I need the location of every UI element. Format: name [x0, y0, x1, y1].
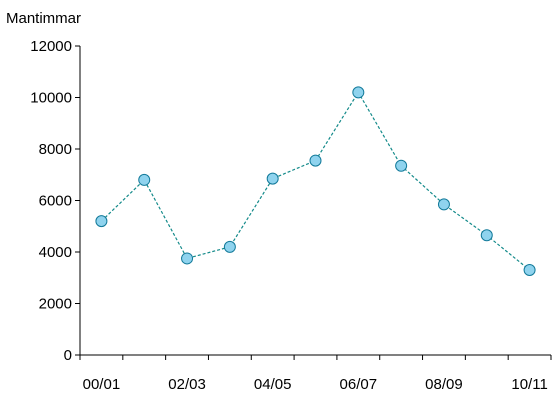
data-point [223, 240, 236, 253]
y-tick-label: 2000 [39, 296, 72, 313]
data-point [480, 229, 493, 242]
y-tick-label: 10000 [30, 90, 72, 107]
x-tick-label: 02/03 [168, 376, 206, 393]
x-tick-label: 10/11 [511, 376, 547, 393]
data-point [523, 264, 536, 277]
y-tick-label: 12000 [30, 38, 72, 55]
x-tick-label: 08/09 [425, 376, 463, 393]
x-tick-label: 00/01 [83, 376, 121, 393]
data-point [95, 215, 108, 228]
data-point [395, 159, 408, 172]
y-tick-label: 8000 [39, 141, 72, 158]
axes: 0 2000 4000 6000 8000 10000 12000 00/01 02/03 04/… [30, 38, 552, 393]
x-tick-label: 06/07 [340, 376, 378, 393]
series-layer [95, 86, 536, 277]
series-line [100, 91, 530, 271]
data-point [138, 173, 151, 186]
y-tick-label: 0 [64, 347, 72, 364]
data-point [309, 154, 322, 167]
data-point [266, 172, 279, 185]
y-axis-title: Mantimmar [6, 10, 82, 27]
y-tick-label: 4000 [39, 244, 72, 261]
x-tick-label: 04/05 [254, 376, 292, 393]
data-point [437, 198, 450, 211]
data-point [181, 252, 194, 265]
data-point [352, 86, 365, 99]
y-tick-label: 6000 [39, 193, 72, 210]
